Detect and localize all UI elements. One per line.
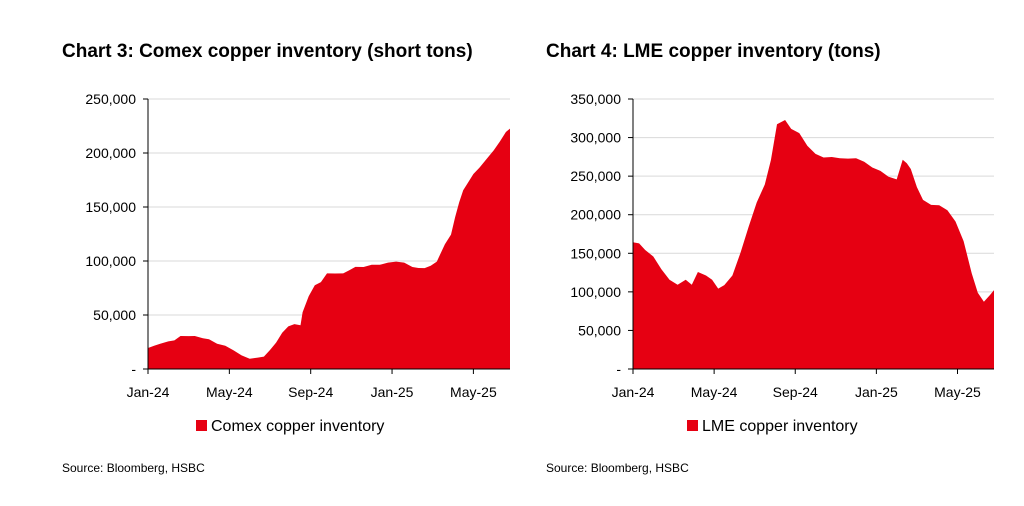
y-tick-label: -	[131, 361, 136, 377]
chart-title: Chart 4: LME copper inventory (tons)	[546, 41, 881, 62]
legend-swatch	[687, 420, 698, 431]
y-tick-label: 150,000	[570, 245, 621, 261]
chart-source: Source: Bloomberg, HSBC	[546, 461, 689, 475]
x-tick-label: Jan-25	[855, 384, 898, 400]
x-tick-label: Jan-25	[371, 384, 414, 400]
x-tick-label: May-25	[934, 384, 981, 400]
legend-swatch	[196, 420, 207, 431]
chart-3-svg: - 50,000 100,000 150,000 200,000 250,000 Jan-2…	[85, 91, 510, 435]
y-tick-label: 300,000	[570, 130, 621, 146]
x-tick-label: Sep-24	[773, 384, 818, 400]
y-tick-label: 50,000	[578, 322, 621, 338]
y-tick-label: 50,000	[93, 307, 136, 323]
y-tick-label: 200,000	[570, 207, 621, 223]
chart-3-panel: Chart 3: Comex copper inventory (short t…	[62, 41, 510, 475]
legend-label: Comex copper inventory	[211, 418, 384, 435]
legend-label: LME copper inventory	[702, 418, 858, 435]
y-tick-label: 250,000	[570, 168, 621, 184]
x-tick-label: Sep-24	[288, 384, 333, 400]
x-tick-label: May-24	[691, 384, 738, 400]
y-tick-label: 350,000	[570, 91, 621, 107]
x-tick-label: Jan-24	[127, 384, 170, 400]
y-tick-label: 200,000	[85, 145, 136, 161]
chart-4-panel: Chart 4: LME copper inventory (tons) - 50…	[512, 0, 1024, 506]
y-tick-label: 250,000	[85, 91, 136, 107]
x-tick-label: Jan-24	[612, 384, 655, 400]
y-tick-label: 100,000	[85, 253, 136, 269]
x-tick-label: May-25	[450, 384, 497, 400]
y-tick-label: 150,000	[85, 199, 136, 215]
chart-source: Source: Bloomberg, HSBC	[62, 461, 205, 475]
x-tick-label: May-24	[206, 384, 253, 400]
y-tick-label: -	[616, 361, 621, 377]
y-tick-label: 100,000	[570, 284, 621, 300]
chart-title: Chart 3: Comex copper inventory (short t…	[62, 41, 473, 62]
chart-4-svg: - 50,000 100,000 150,000 200,000 250,000 300,0…	[570, 91, 994, 435]
series-area	[633, 120, 994, 369]
series-area	[148, 128, 510, 369]
